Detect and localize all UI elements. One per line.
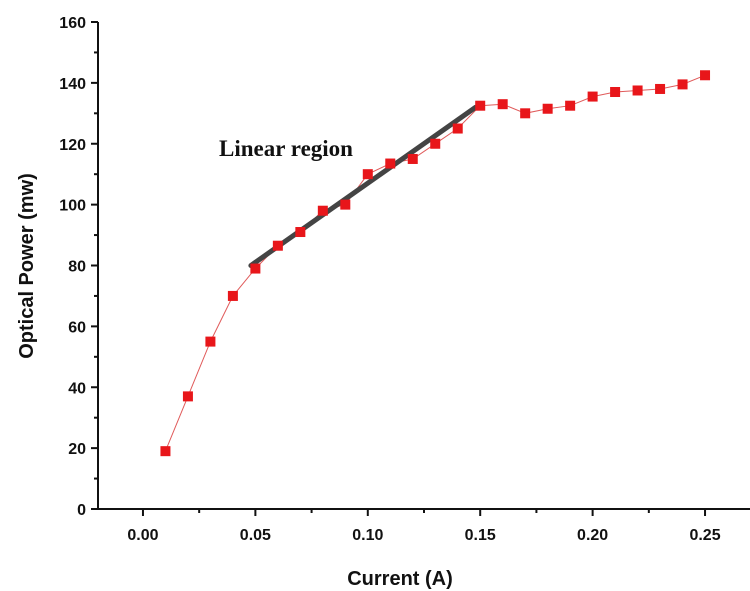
data-point: [182, 391, 193, 402]
y-tick-label: 100: [59, 198, 86, 215]
y-tick-label: 60: [68, 319, 86, 336]
data-point: [407, 153, 418, 164]
data-point: [497, 99, 508, 110]
data-point: [452, 123, 463, 134]
data-point: [227, 290, 238, 301]
data-point: [317, 205, 328, 216]
data-point: [272, 240, 283, 251]
x-tick-label: 0.20: [577, 527, 608, 544]
x-tick-label: 0.10: [352, 527, 383, 544]
linear-fit-line: [248, 104, 479, 268]
series-line: [164, 74, 706, 452]
y-tick-label: 80: [68, 259, 86, 276]
data-point: [655, 83, 666, 94]
x-tick-label: 0.05: [240, 527, 271, 544]
y-axis-title: Optical Power (mw): [16, 173, 38, 359]
x-tick-label: 0.25: [689, 527, 720, 544]
data-point: [700, 70, 711, 81]
data-point: [520, 108, 531, 119]
axes: [97, 22, 750, 510]
data-point: [475, 100, 486, 111]
data-point: [677, 79, 688, 90]
data-point: [160, 446, 171, 457]
y-tick-label: 140: [59, 76, 86, 93]
x-tick-label: 0.15: [465, 527, 496, 544]
y-tick-label: 160: [59, 15, 86, 32]
x-axis-ticks: 0.00 0.05 0.10 0.15 0.20 0.25: [127, 509, 721, 544]
data-point: [205, 336, 216, 347]
data-point: [542, 103, 553, 114]
data-point: [250, 263, 261, 274]
data-connector-lines: [164, 74, 706, 452]
x-axis-title: Current (A): [347, 568, 453, 590]
y-tick-label: 20: [68, 441, 86, 458]
y-tick-label: 120: [59, 137, 86, 154]
fit-line-segment: [248, 104, 479, 268]
data-point: [587, 91, 598, 102]
data-point: [340, 199, 351, 210]
data-point: [362, 169, 373, 180]
y-tick-label: 40: [68, 380, 86, 397]
data-point: [632, 85, 643, 96]
data-point: [430, 138, 441, 149]
y-axis-ticks: 0 20 40 60 80 100 120 140 160: [59, 15, 98, 519]
y-tick-label: 0: [77, 502, 86, 519]
linear-region-annotation: Linear region: [219, 136, 353, 161]
data-points: [160, 70, 711, 457]
data-point: [565, 100, 576, 111]
data-point: [295, 227, 306, 238]
x-tick-label: 0.00: [127, 527, 158, 544]
data-point: [385, 158, 396, 169]
data-point: [610, 87, 621, 98]
